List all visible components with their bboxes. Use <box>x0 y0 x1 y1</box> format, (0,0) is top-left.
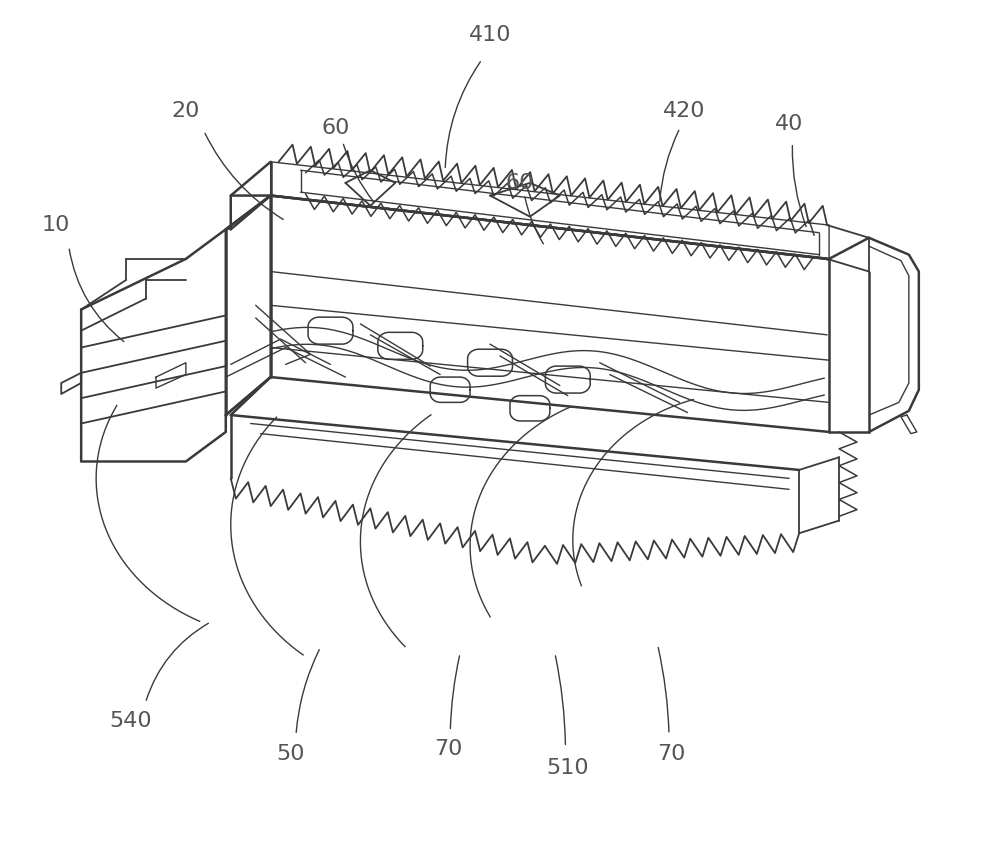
Text: 70: 70 <box>434 739 462 759</box>
Text: 60: 60 <box>506 173 534 193</box>
Text: 40: 40 <box>775 113 803 134</box>
Text: 60: 60 <box>321 118 350 138</box>
Text: 50: 50 <box>276 745 305 765</box>
Text: 510: 510 <box>546 758 589 778</box>
Text: 70: 70 <box>657 745 686 765</box>
Polygon shape <box>271 162 829 259</box>
Text: 10: 10 <box>42 215 70 235</box>
Text: 410: 410 <box>469 25 511 45</box>
Text: 420: 420 <box>663 101 706 121</box>
Text: 540: 540 <box>110 711 152 731</box>
Text: 20: 20 <box>172 101 200 121</box>
